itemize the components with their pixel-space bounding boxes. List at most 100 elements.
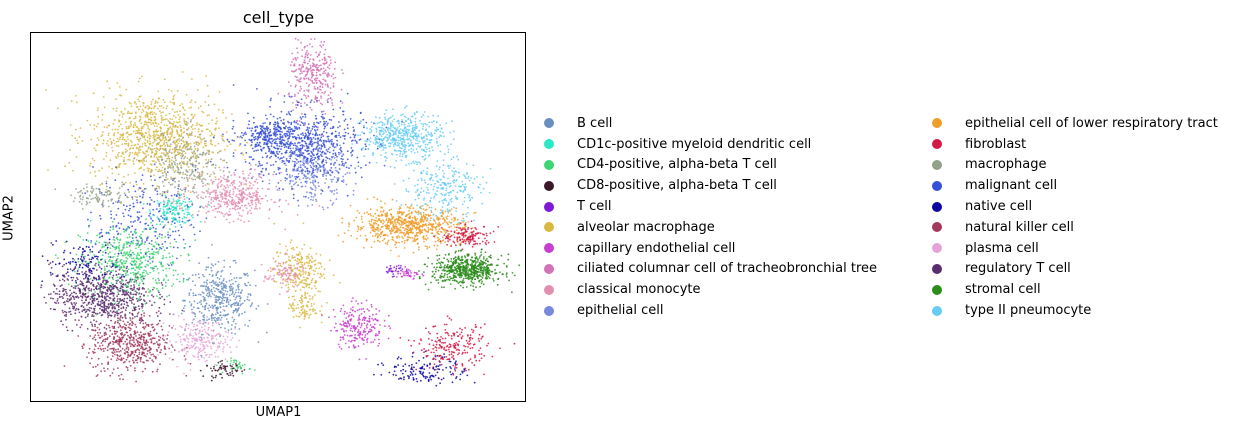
data-point	[97, 282, 99, 284]
data-point	[361, 131, 364, 133]
data-point	[393, 118, 396, 121]
data-point	[227, 199, 230, 202]
data-point	[311, 159, 314, 162]
data-point	[189, 142, 192, 145]
data-point	[116, 154, 119, 156]
data-point	[133, 303, 135, 306]
data-point	[285, 168, 288, 171]
data-point	[219, 311, 222, 313]
data-point	[453, 351, 456, 354]
data-point	[149, 204, 151, 206]
data-point	[132, 124, 135, 126]
data-point	[89, 220, 92, 222]
data-point	[108, 296, 111, 299]
data-point	[220, 326, 222, 329]
data-point	[94, 338, 97, 341]
data-point	[310, 281, 313, 284]
data-point	[214, 313, 217, 316]
data-point	[142, 152, 145, 154]
data-point	[177, 187, 180, 190]
data-point	[320, 305, 323, 307]
data-point	[133, 172, 136, 175]
data-point	[138, 140, 140, 142]
data-point	[276, 133, 279, 136]
data-point	[379, 235, 382, 238]
data-point	[296, 127, 299, 130]
data-point	[117, 140, 120, 143]
data-point	[146, 324, 149, 326]
data-point	[426, 186, 429, 189]
data-point	[468, 268, 471, 270]
data-point	[130, 267, 133, 270]
data-point	[114, 302, 117, 305]
data-point	[290, 64, 292, 67]
data-point	[94, 175, 97, 177]
data-point	[111, 150, 114, 152]
data-point	[310, 187, 313, 190]
data-point	[151, 219, 154, 222]
data-point	[272, 164, 275, 166]
data-point	[254, 269, 256, 272]
data-point	[224, 338, 227, 341]
data-point	[112, 269, 114, 272]
data-point	[98, 197, 101, 200]
data-point	[404, 222, 407, 225]
data-point	[292, 248, 295, 251]
data-point	[468, 242, 471, 245]
data-point	[485, 181, 488, 184]
data-point	[435, 137, 438, 140]
data-point	[207, 95, 210, 98]
data-point	[505, 276, 508, 278]
data-point	[453, 272, 456, 274]
data-point	[61, 284, 63, 287]
data-point	[277, 92, 280, 95]
data-point	[101, 206, 104, 208]
data-point	[67, 261, 70, 264]
data-point	[214, 263, 217, 266]
data-point	[422, 199, 425, 201]
data-point	[77, 258, 80, 260]
data-point	[298, 141, 301, 144]
data-point	[315, 267, 318, 270]
data-point	[127, 254, 129, 256]
data-point	[237, 287, 240, 289]
data-point	[449, 283, 452, 285]
data-point	[462, 236, 465, 238]
data-point	[75, 95, 77, 97]
data-point	[70, 100, 73, 102]
data-point	[446, 145, 449, 148]
data-point	[350, 164, 352, 167]
data-point	[424, 146, 427, 148]
data-point	[307, 264, 310, 267]
data-point	[164, 240, 167, 243]
data-point	[111, 311, 114, 314]
data-point	[459, 373, 462, 376]
data-point	[118, 374, 120, 377]
data-point	[434, 354, 437, 357]
data-point	[307, 172, 309, 175]
data-point	[164, 136, 167, 138]
data-point	[378, 116, 381, 119]
data-point	[471, 346, 474, 349]
data-point	[72, 276, 75, 279]
data-point	[91, 314, 94, 316]
data-point	[397, 255, 400, 257]
data-point	[190, 113, 193, 116]
data-point	[95, 262, 97, 265]
data-point	[61, 309, 64, 312]
data-point	[317, 122, 320, 124]
data-point	[399, 336, 402, 339]
data-point	[307, 95, 310, 98]
data-point	[438, 347, 440, 349]
data-point	[353, 136, 356, 139]
data-point	[126, 112, 129, 114]
data-point	[450, 213, 453, 216]
data-point	[430, 378, 433, 381]
data-point	[182, 238, 185, 241]
data-point	[372, 313, 374, 316]
data-point	[465, 264, 467, 267]
data-point	[346, 324, 348, 327]
data-point	[143, 269, 145, 272]
data-point	[179, 188, 182, 191]
data-point	[332, 274, 335, 277]
